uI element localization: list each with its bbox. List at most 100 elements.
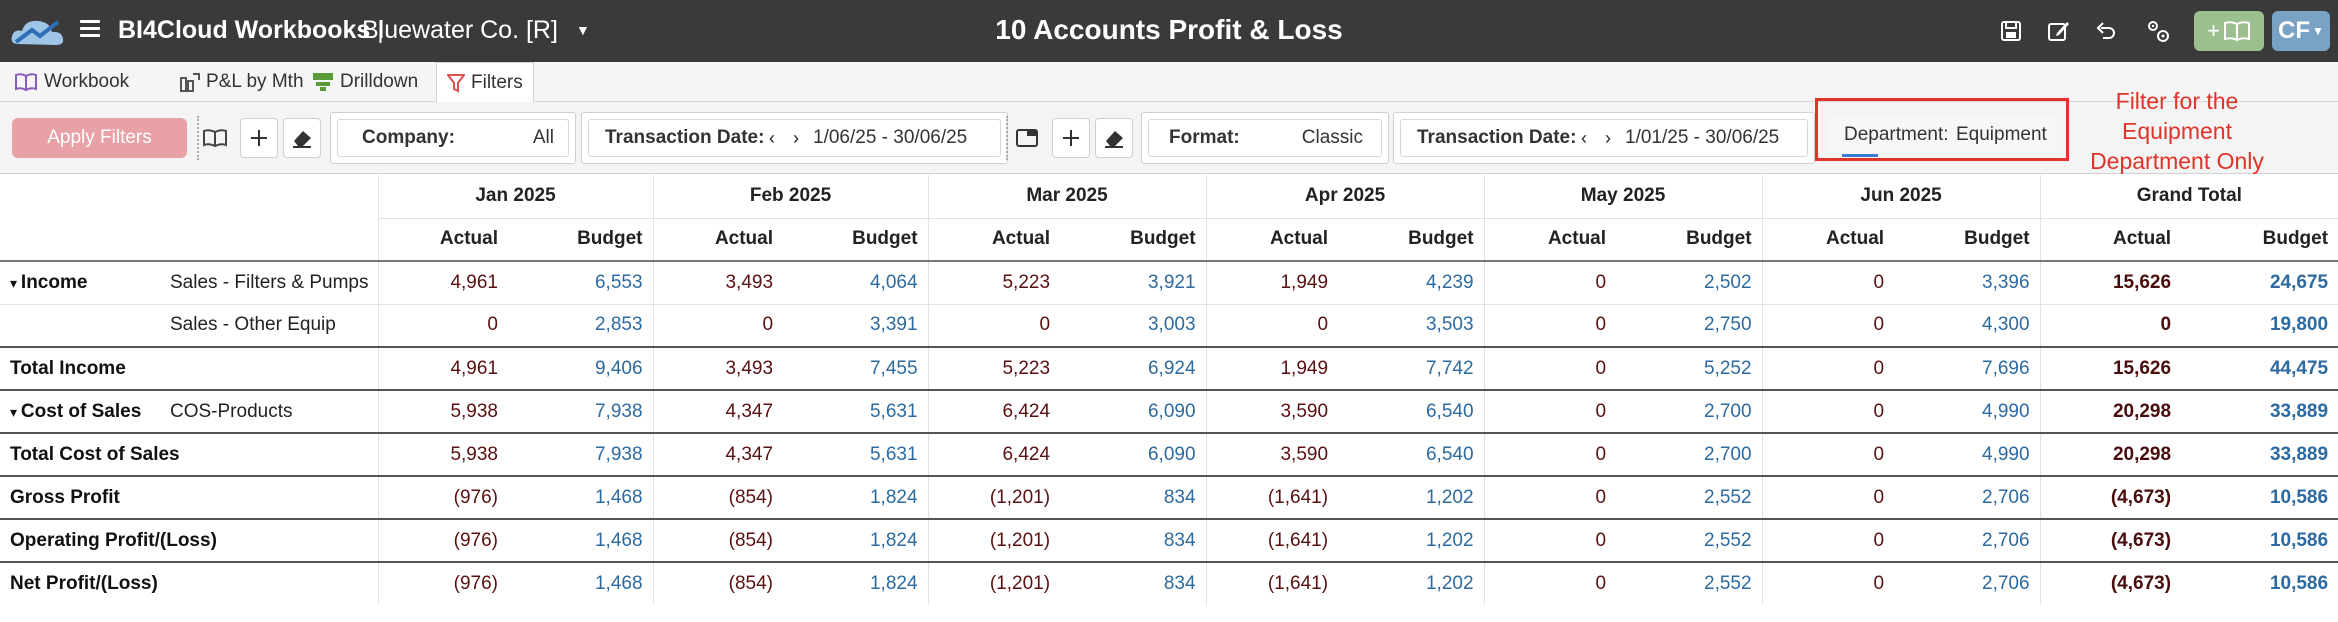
budget-cell[interactable]: 6,540 [1338, 389, 1485, 433]
budget-cell[interactable]: 9,406 [508, 346, 654, 390]
budget-cell[interactable]: 1,468 [508, 475, 654, 519]
chevron-left-icon[interactable]: ‹ [1581, 127, 1587, 148]
actual-cell[interactable]: (854) [652, 561, 784, 605]
chevron-left-icon[interactable]: ‹ [769, 127, 775, 148]
budget-cell[interactable]: 2,700 [1616, 432, 1763, 476]
table-row[interactable]: Sales - Other Equip 0 2,853 0 3,391 0 3,003 0 3,… [0, 303, 2338, 347]
budget-cell[interactable]: 2,700 [1616, 389, 1763, 433]
tab-filters[interactable]: Filters [436, 62, 534, 103]
budget-cell[interactable]: 2,750 [1616, 303, 1763, 347]
actual-cell[interactable]: 15,626 [2039, 346, 2182, 390]
book-icon[interactable] [196, 118, 234, 158]
budget-cell[interactable]: 10,586 [2181, 518, 2338, 562]
actual-cell[interactable]: 0 [1483, 389, 1617, 433]
actual-cell[interactable]: 1,949 [1205, 346, 1339, 390]
actual-cell[interactable]: (976) [377, 561, 508, 605]
budget-cell[interactable]: 4,990 [1894, 389, 2041, 433]
row-account[interactable]: COS-Products [160, 389, 378, 433]
clear-filters-button-2[interactable] [1095, 118, 1133, 158]
budget-cell[interactable]: 5,252 [1616, 346, 1763, 390]
budget-cell[interactable]: 3,503 [1338, 303, 1485, 347]
budget-cell[interactable]: 2,706 [1894, 518, 2041, 562]
month-header[interactable]: Jun 2025 [1761, 175, 2041, 218]
actual-cell[interactable]: (976) [377, 518, 508, 562]
actual-cell[interactable]: 0 [1761, 475, 1895, 519]
transaction-date-filter-2[interactable]: Transaction Date: ‹ › 1/01/25 - 30/06/25 [1393, 112, 1815, 164]
budget-cell[interactable]: 2,552 [1616, 475, 1763, 519]
actual-cell[interactable]: 4,961 [377, 346, 508, 390]
actual-cell[interactable]: 3,590 [1205, 389, 1339, 433]
budget-cell[interactable]: 3,921 [1060, 260, 1207, 304]
save-icon[interactable] [1995, 15, 2027, 47]
actual-cell[interactable]: 5,938 [377, 432, 508, 476]
actual-cell[interactable]: 3,493 [652, 346, 784, 390]
chevron-down-icon[interactable]: ▼ [576, 22, 590, 38]
budget-cell[interactable]: 834 [1060, 475, 1207, 519]
actual-cell[interactable]: 4,961 [377, 260, 508, 304]
menu-icon[interactable] [80, 20, 100, 40]
budget-cell[interactable]: 7,938 [508, 389, 654, 433]
actual-cell[interactable]: 0 [1761, 389, 1895, 433]
actual-cell[interactable]: 0 [1483, 518, 1617, 562]
add-filter-button-2[interactable] [1052, 118, 1090, 158]
actual-cell[interactable]: (976) [377, 475, 508, 519]
actual-cell[interactable]: (1,201) [927, 561, 1061, 605]
actual-cell[interactable]: 0 [1761, 260, 1895, 304]
month-header[interactable]: Apr 2025 [1205, 175, 1485, 218]
chevron-right-icon[interactable]: › [1605, 127, 1611, 148]
company-filter[interactable]: Company: All [330, 112, 576, 164]
budget-cell[interactable]: 1,824 [783, 518, 929, 562]
actual-cell[interactable]: 0 [1761, 303, 1895, 347]
budget-cell[interactable]: 2,706 [1894, 475, 2041, 519]
undo-icon[interactable] [2090, 15, 2122, 47]
row-account[interactable]: Sales - Other Equip [160, 303, 378, 347]
actual-cell[interactable]: (1,201) [927, 475, 1061, 519]
actual-cell[interactable]: 4,347 [652, 389, 784, 433]
row-category[interactable]: ▾ Income [0, 260, 160, 304]
actual-cell[interactable]: 0 [1483, 432, 1617, 476]
table-row[interactable]: ▾ Income Sales - Filters & Pumps 4,961 6,55… [0, 260, 2338, 304]
budget-cell[interactable]: 7,696 [1894, 346, 2041, 390]
budget-cell[interactable]: 834 [1060, 518, 1207, 562]
actual-cell[interactable]: 0 [1761, 518, 1895, 562]
budget-cell[interactable]: 44,475 [2181, 346, 2338, 390]
department-filter[interactable]: Department: Equipment [1822, 110, 2062, 160]
budget-cell[interactable]: 4,064 [783, 260, 929, 304]
budget-cell[interactable]: 1,824 [783, 561, 929, 605]
budget-cell[interactable]: 4,990 [1894, 432, 2041, 476]
actual-cell[interactable]: 0 [377, 303, 508, 347]
budget-cell[interactable]: 1,202 [1338, 518, 1485, 562]
tab-drilldown[interactable]: Drilldown [302, 62, 428, 102]
apply-filters-button[interactable]: Apply Filters [12, 118, 187, 158]
actual-cell[interactable]: 5,223 [927, 260, 1061, 304]
budget-cell[interactable]: 10,586 [2181, 475, 2338, 519]
budget-cell[interactable]: 33,889 [2181, 389, 2338, 433]
actual-cell[interactable]: (4,673) [2039, 561, 2182, 605]
collapse-caret-icon[interactable]: ▾ [10, 403, 21, 420]
actual-cell[interactable]: 3,493 [652, 260, 784, 304]
clear-filters-button[interactable] [283, 118, 321, 158]
cloud-logo-icon[interactable] [8, 12, 68, 52]
budget-cell[interactable]: 2,706 [1894, 561, 2041, 605]
budget-cell[interactable]: 6,540 [1338, 432, 1485, 476]
budget-cell[interactable]: 1,202 [1338, 561, 1485, 605]
budget-cell[interactable]: 1,468 [508, 561, 654, 605]
actual-cell[interactable]: 0 [927, 303, 1061, 347]
settings-icon[interactable] [2142, 15, 2174, 47]
actual-cell[interactable]: (1,641) [1205, 475, 1339, 519]
collapse-caret-icon[interactable]: ▾ [10, 274, 21, 291]
actual-cell[interactable]: 1,949 [1205, 260, 1339, 304]
table-row[interactable]: Gross Profit (976) 1,468 (854) 1,824 (1,201) 8… [0, 475, 2338, 519]
company-name[interactable]: Bluewater Co. [R] [362, 16, 558, 44]
budget-cell[interactable]: 2,552 [1616, 561, 1763, 605]
table-row[interactable]: Operating Profit/(Loss) (976) 1,468 (854) 1,… [0, 518, 2338, 562]
user-avatar[interactable]: CF ▼ [2272, 11, 2330, 51]
actual-cell[interactable]: 0 [1483, 303, 1617, 347]
chevron-right-icon[interactable]: › [793, 127, 799, 148]
actual-cell[interactable]: 0 [1761, 346, 1895, 390]
actual-cell[interactable]: 3,590 [1205, 432, 1339, 476]
budget-cell[interactable]: 834 [1060, 561, 1207, 605]
budget-cell[interactable]: 7,742 [1338, 346, 1485, 390]
actual-cell[interactable]: (1,641) [1205, 561, 1339, 605]
budget-cell[interactable]: 3,003 [1060, 303, 1207, 347]
